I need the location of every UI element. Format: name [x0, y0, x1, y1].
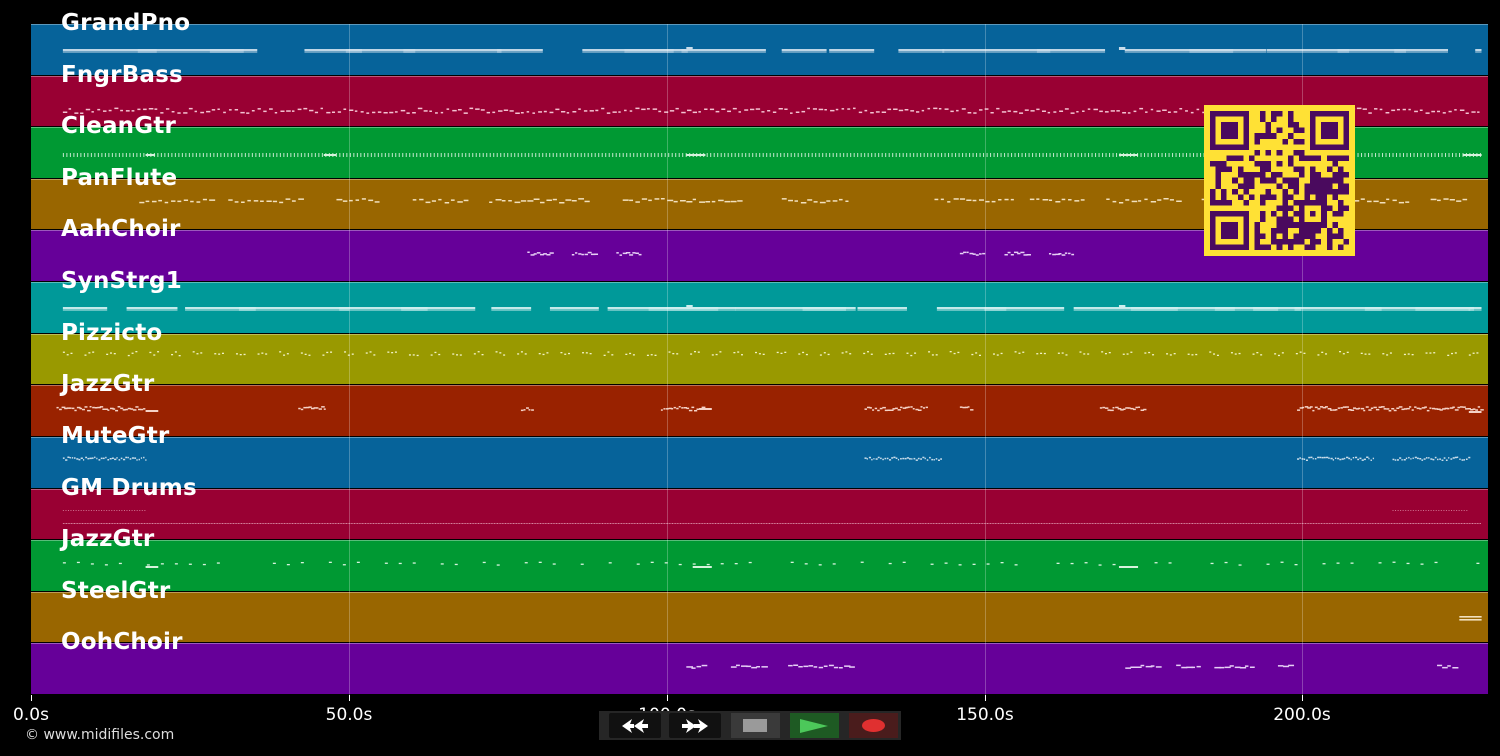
track-label: JazzGtr — [61, 526, 155, 553]
axis-tick — [349, 695, 350, 701]
gridline — [667, 24, 668, 695]
track-lane[interactable]: Pizzicto — [31, 320, 1488, 385]
track-notes — [31, 128, 1488, 178]
axis-tick — [1302, 695, 1303, 701]
track-notes — [31, 335, 1488, 385]
track-label: JazzGtr — [61, 371, 155, 398]
axis-tick-label: 200.0s — [1273, 705, 1331, 725]
track-label: Pizzicto — [61, 319, 163, 346]
record-button[interactable] — [848, 713, 898, 738]
track-notes — [31, 541, 1488, 591]
track-notes — [31, 25, 1488, 75]
axis-tick-label: 150.0s — [956, 705, 1014, 725]
track-lane[interactable]: JazzGtr — [31, 526, 1488, 591]
track-label: CleanGtr — [61, 113, 177, 140]
transport-controls — [599, 711, 901, 740]
stop-button[interactable] — [730, 713, 780, 738]
track-lane[interactable]: SteelGtr — [31, 578, 1488, 643]
track-notes — [31, 231, 1488, 281]
stop-icon — [743, 719, 768, 732]
track-notes — [31, 490, 1488, 540]
track-lane[interactable]: OohChoir — [31, 629, 1488, 694]
qr-code — [1204, 105, 1355, 256]
axis-tick — [667, 695, 668, 701]
record-icon — [861, 719, 885, 732]
rewind-icon — [621, 718, 648, 733]
fast-forward-icon — [681, 718, 708, 733]
track-label: GrandPno — [61, 10, 191, 36]
track-notes — [31, 593, 1488, 643]
axis-tick — [31, 695, 32, 701]
fast-forward-button[interactable] — [668, 713, 721, 738]
track-label: GM Drums — [61, 474, 197, 501]
copyright-text[interactable]: © www.midifiles.com — [25, 727, 175, 743]
track-notes — [31, 386, 1488, 436]
gridline — [985, 24, 986, 695]
track-lane[interactable]: JazzGtr — [31, 371, 1488, 436]
track-lane[interactable]: GM Drums — [31, 475, 1488, 540]
track-label: SynStrg1 — [61, 268, 182, 295]
track-label: OohChoir — [61, 629, 183, 656]
track-notes — [31, 283, 1488, 333]
track-notes — [31, 644, 1488, 694]
axis-tick — [985, 695, 986, 701]
track-label: PanFlute — [61, 164, 178, 191]
rewind-button[interactable] — [609, 713, 661, 738]
track-label: SteelGtr — [61, 577, 171, 604]
track-lane[interactable]: GrandPno — [31, 10, 1488, 75]
gridline — [349, 24, 350, 695]
play-icon — [800, 718, 829, 733]
track-label: FngrBass — [61, 61, 183, 88]
track-lane[interactable]: SynStrg1 — [31, 268, 1488, 333]
gridline — [1302, 24, 1303, 695]
track-label: MuteGtr — [61, 422, 170, 449]
track-label: AahChoir — [61, 216, 181, 243]
axis-tick-label: 50.0s — [325, 705, 373, 725]
track-lane[interactable]: MuteGtr — [31, 423, 1488, 488]
axis-tick-label: 0.0s — [13, 705, 49, 725]
play-button[interactable] — [789, 713, 839, 738]
track-notes — [31, 438, 1488, 488]
